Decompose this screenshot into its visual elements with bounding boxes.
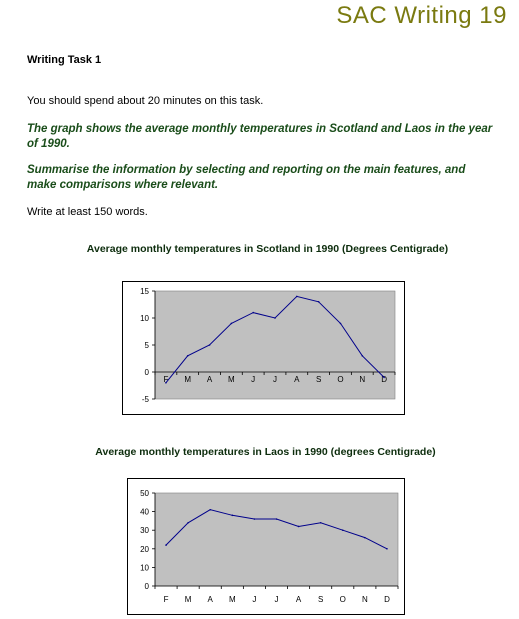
data-point — [383, 376, 385, 379]
x-tick-label: O — [337, 375, 343, 384]
chart-laos-svg: 50 40 30 20 10 0 F M A M J J A S O N D — [140, 489, 399, 604]
x-tick-label: M — [184, 375, 191, 384]
y-tick-label: 15 — [140, 287, 149, 296]
data-point — [231, 514, 234, 517]
chart-laos: 50 40 30 20 10 0 F M A M J J A S O N D — [127, 478, 405, 615]
x-tick-label: D — [384, 595, 390, 604]
data-point — [386, 548, 388, 550]
instruction-text: You should spend about 20 minutes on thi… — [27, 95, 264, 107]
data-point — [296, 295, 298, 298]
data-point — [253, 518, 256, 520]
page-title: SAC Writing 19 — [336, 2, 507, 29]
word-count-instruction: Write at least 150 words. — [27, 206, 148, 218]
data-point — [209, 508, 212, 511]
x-tick-label: A — [296, 595, 302, 604]
chart-title-laos: Average monthly temperatures in Laos in … — [95, 446, 436, 458]
x-tick-label: J — [273, 375, 277, 384]
data-point — [230, 322, 233, 325]
x-tick-label: J — [252, 595, 256, 604]
x-tick-label: F — [163, 375, 168, 384]
data-point — [274, 317, 276, 319]
x-tick-label: J — [275, 595, 279, 604]
x-tick-label: A — [208, 595, 214, 604]
y-tick-label: 0 — [145, 582, 150, 591]
x-tick-label: S — [316, 375, 321, 384]
plot-area — [154, 492, 399, 587]
data-point — [252, 311, 254, 314]
data-point — [297, 525, 300, 528]
task-prompt-graph: The graph shows the average monthly temp… — [27, 123, 493, 150]
y-tick-label: 30 — [140, 526, 149, 535]
y-tick-label: 0 — [145, 368, 150, 377]
x-tick-label: S — [318, 595, 323, 604]
y-tick-label: 5 — [145, 341, 150, 350]
data-point — [165, 382, 167, 384]
x-tick-label: M — [229, 595, 236, 604]
x-tick-label: M — [185, 595, 192, 604]
data-point — [165, 544, 167, 546]
x-tick-label: F — [164, 595, 169, 604]
x-tick-label: N — [362, 595, 368, 604]
chart-scotland-svg: 15 10 5 0 -5 F M A M J J A S O N D — [140, 287, 396, 404]
x-tick-label: M — [228, 375, 235, 384]
data-point — [361, 355, 364, 357]
chart-title-scotland: Average monthly temperatures in Scotland… — [86, 243, 449, 255]
y-tick-label: 50 — [140, 489, 149, 498]
x-tick-label: A — [294, 375, 300, 384]
data-point — [339, 322, 342, 325]
chart-scotland: 15 10 5 0 -5 F M A M J J A S O N D — [122, 281, 405, 415]
data-point — [341, 529, 344, 531]
y-tick-label: 20 — [140, 545, 149, 554]
y-tick-label: 10 — [140, 314, 149, 323]
data-point — [208, 344, 211, 346]
data-point — [364, 536, 366, 539]
data-point — [317, 301, 320, 303]
data-point — [319, 521, 322, 524]
data-point — [187, 521, 189, 524]
y-tick-label: 40 — [140, 508, 149, 517]
task-prompt-summarise: Summarise the information by selecting a… — [27, 164, 466, 191]
data-point — [275, 518, 278, 520]
task-heading: Writing Task 1 — [27, 54, 102, 66]
y-tick-label: 10 — [140, 563, 149, 572]
x-tick-label: N — [359, 375, 365, 384]
x-tick-label: D — [381, 375, 387, 384]
x-tick-label: J — [251, 375, 255, 384]
x-tick-label: O — [340, 595, 346, 604]
x-tick-label: A — [207, 375, 213, 384]
data-point — [186, 355, 189, 357]
y-tick-label: -5 — [142, 395, 150, 404]
